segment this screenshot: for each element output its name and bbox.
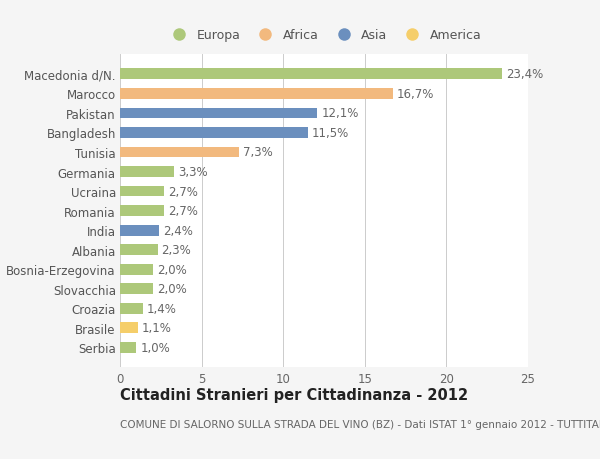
Bar <box>120 264 152 275</box>
Text: 2,4%: 2,4% <box>163 224 193 237</box>
Bar <box>120 303 143 314</box>
Bar <box>120 206 164 217</box>
Text: 1,0%: 1,0% <box>140 341 170 354</box>
Text: 3,3%: 3,3% <box>178 166 208 179</box>
Text: 1,1%: 1,1% <box>142 322 172 335</box>
Text: 2,0%: 2,0% <box>157 283 187 296</box>
Bar <box>120 342 136 353</box>
Text: 2,7%: 2,7% <box>168 185 198 198</box>
Bar <box>120 108 317 119</box>
Text: 1,4%: 1,4% <box>147 302 177 315</box>
Bar <box>120 284 152 295</box>
Bar <box>120 69 502 80</box>
Text: 2,3%: 2,3% <box>161 244 191 257</box>
Bar <box>120 186 164 197</box>
Text: COMUNE DI SALORNO SULLA STRADA DEL VINO (BZ) - Dati ISTAT 1° gennaio 2012 - TUTT: COMUNE DI SALORNO SULLA STRADA DEL VINO … <box>120 419 600 429</box>
Bar <box>120 323 138 334</box>
Bar <box>120 147 239 158</box>
Legend: Europa, Africa, Asia, America: Europa, Africa, Asia, America <box>161 24 487 47</box>
Text: Cittadini Stranieri per Cittadinanza - 2012: Cittadini Stranieri per Cittadinanza - 2… <box>120 387 468 403</box>
Text: 11,5%: 11,5% <box>312 127 349 140</box>
Text: 16,7%: 16,7% <box>397 88 434 101</box>
Text: 12,1%: 12,1% <box>322 107 359 120</box>
Text: 2,0%: 2,0% <box>157 263 187 276</box>
Bar <box>120 225 159 236</box>
Text: 7,3%: 7,3% <box>243 146 273 159</box>
Text: 23,4%: 23,4% <box>506 68 543 81</box>
Text: 2,7%: 2,7% <box>168 205 198 218</box>
Bar <box>120 167 174 178</box>
Bar <box>120 89 392 100</box>
Bar <box>120 245 158 256</box>
Bar <box>120 128 308 139</box>
